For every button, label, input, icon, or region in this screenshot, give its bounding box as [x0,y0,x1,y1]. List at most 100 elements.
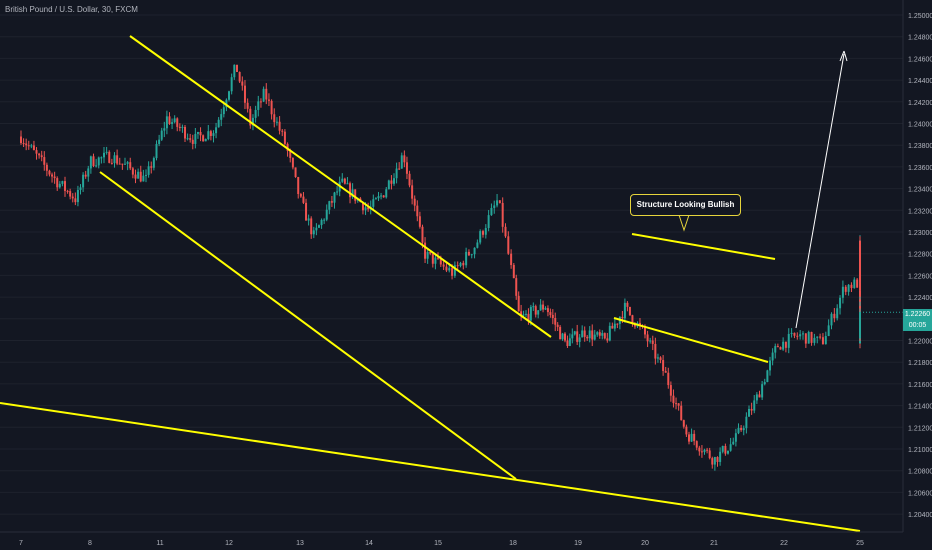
candle-body [325,209,328,220]
candle-body [22,143,25,145]
candle-body [116,155,119,164]
price-axis: 1.25000 1.24800 1.24600 1.24400 1.24200 1.240… [908,13,932,519]
candle-body [856,279,859,288]
candle-body [766,370,769,383]
candle-body [43,157,46,165]
candle-body [779,347,782,350]
candle-body [476,242,479,248]
candle-body [568,338,571,346]
candle-body [606,338,609,341]
candle-body [662,360,665,371]
candle-body [361,202,364,211]
candle-body [836,308,839,319]
candle-body [262,88,265,102]
candle-body [38,153,41,156]
annotation-callout[interactable]: Structure Looking Bullish [630,194,741,216]
candle-body [761,384,764,398]
candle-body [623,302,626,319]
candle-body [583,330,586,337]
candle-body [51,174,54,177]
candle-body [451,268,454,276]
candle-body [445,266,448,271]
candle-body [207,131,210,139]
candle-body [549,312,552,315]
candle-body [243,85,246,103]
candle-body [317,225,320,228]
candle-body [687,434,690,442]
price-tick-label: 1.23600 [908,165,932,172]
candle-body [265,88,268,100]
candle-body [554,318,557,325]
price-tick-label: 1.21400 [908,404,932,411]
candle-body [289,150,292,158]
candle-body [273,114,276,123]
candle-body [173,118,176,123]
candle-body [698,447,701,452]
candle-body [721,445,724,452]
candle-body [551,314,554,319]
candle-body [160,130,163,140]
candle-body [204,138,207,142]
candle-body [437,257,439,259]
price-tick-label: 1.25000 [908,13,932,20]
candle-body [782,341,785,350]
candle-body [753,400,756,411]
candle-body [859,330,861,336]
candle-body [184,126,187,139]
candle-body [755,394,758,401]
candle-body [84,174,87,177]
candle-body [561,333,564,340]
candle-body [824,335,827,345]
candle-body [431,253,434,264]
time-tick-label: 21 [710,540,718,547]
candle-body [320,219,323,226]
candle-body [66,190,69,192]
candle-body [716,457,719,462]
candle-body [372,199,375,207]
price-tick-label: 1.21800 [908,360,932,367]
candle-body [297,177,300,195]
candle-body [740,427,743,431]
candle-body [669,385,672,396]
candle-body [677,403,680,406]
candle-body [532,306,535,308]
candle-body [638,322,641,326]
price-tick-label: 1.21600 [908,382,932,389]
candle-body [708,450,711,459]
candle-body [695,441,698,448]
candle-body [581,330,584,338]
candle-body [71,196,74,199]
candle-body [537,310,540,315]
candle-body [25,143,28,146]
candle-body [459,262,462,267]
candle-body [682,420,685,427]
candle-body [859,246,861,261]
candle-body [859,258,861,271]
upper-channel-line [129,35,552,338]
candle-body [807,331,810,344]
candle-body [853,279,856,289]
candle-body [493,205,496,208]
candle-body [510,253,513,266]
candle-body [644,326,646,335]
candle-body [56,178,59,188]
candle-body [131,168,134,175]
candle-body [400,155,403,169]
candle-body [349,183,352,198]
candle-body [700,451,703,453]
candle-body [434,257,437,264]
candle-body [87,168,90,177]
candle-body [76,189,79,203]
candle-body [571,334,574,339]
candle-body [181,126,184,128]
candle-body [158,139,161,144]
candle-body [498,200,501,203]
candle-body [802,333,804,335]
price-tick-label: 1.22600 [908,273,932,280]
price-tick-label: 1.23800 [908,143,932,150]
candle-body [711,458,714,465]
candle-body [395,168,398,179]
candle-body [850,284,853,289]
price-tick-label: 1.21200 [908,425,932,432]
